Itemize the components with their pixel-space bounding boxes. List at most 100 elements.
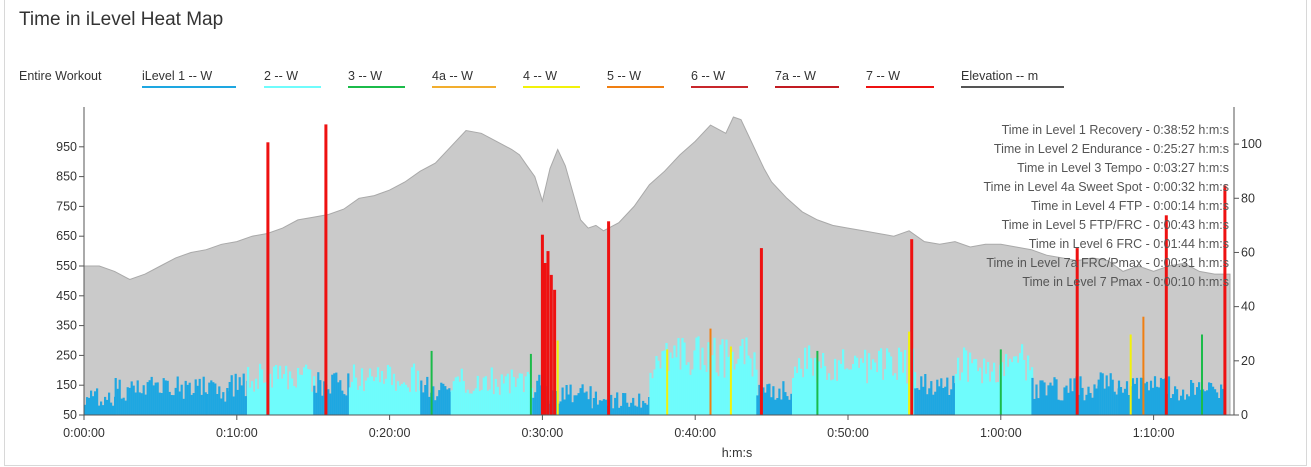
power-spike [556, 340, 559, 415]
power-bar [1131, 378, 1135, 415]
power-bar [1085, 394, 1088, 415]
power-bar [140, 393, 143, 415]
power-bar [655, 356, 658, 415]
power-spike [607, 221, 611, 415]
power-bar [224, 401, 227, 415]
power-bar [1188, 396, 1191, 415]
power-bar [918, 389, 921, 415]
power-bar [886, 348, 889, 415]
power-bar [317, 372, 320, 415]
power-bar [1031, 377, 1034, 415]
power-segment [756, 381, 793, 415]
power-bar [132, 385, 135, 415]
power-bar [936, 379, 939, 415]
power-bar [567, 394, 570, 415]
power-bar [522, 392, 525, 415]
power-bar [965, 350, 968, 415]
legend-item-9[interactable]: Elevation -- m [961, 69, 1064, 88]
power-bar [1049, 382, 1052, 415]
power-bar [993, 362, 996, 415]
power-bar [114, 378, 117, 415]
power-segment [348, 363, 422, 415]
power-bar [238, 377, 241, 415]
power-bar [190, 394, 193, 415]
legend-color-bar [432, 86, 496, 88]
power-bar [957, 357, 960, 415]
legend-item-2[interactable]: 3 -- W [348, 69, 405, 88]
power-bar [1111, 379, 1114, 415]
power-bar [997, 382, 1000, 415]
power-bar [1151, 387, 1155, 415]
legend-item-7[interactable]: 7a -- W [775, 69, 839, 88]
power-bar [323, 381, 326, 415]
power-bar [826, 379, 829, 415]
power-bar [946, 377, 949, 415]
legend-item-4[interactable]: 4 -- W [523, 69, 580, 88]
power-bar [510, 369, 513, 415]
power-bar [247, 367, 250, 415]
power-bar [872, 359, 875, 415]
power-spike [1142, 316, 1145, 415]
power-bar [259, 363, 262, 415]
power-bar [458, 381, 461, 415]
power-bar [1041, 380, 1044, 415]
x-tick-label: 0:10:00 [216, 426, 258, 440]
power-bar [870, 369, 873, 415]
power-bar [894, 373, 897, 415]
legend-item-3[interactable]: 4a -- W [432, 69, 496, 88]
power-bar [406, 387, 410, 415]
power-bar [386, 365, 390, 415]
power-bar [1069, 378, 1072, 415]
power-bar [896, 379, 899, 415]
power-bar [1139, 377, 1143, 415]
power-bar [866, 383, 869, 415]
power-bar [536, 380, 539, 415]
power-bar [454, 377, 457, 415]
x-tick-label: 0:20:00 [369, 426, 411, 440]
power-bar [1079, 376, 1082, 415]
power-bar [194, 379, 197, 415]
power-spike [1164, 215, 1168, 415]
legend-item-1[interactable]: 2 -- W [264, 69, 321, 88]
power-bar [950, 389, 953, 415]
power-bar [926, 394, 929, 415]
power-bar [476, 375, 479, 415]
power-bar [84, 404, 87, 415]
power-bar [904, 350, 907, 415]
power-bar [844, 369, 847, 415]
power-spike [1075, 248, 1079, 415]
legend-item-5[interactable]: 5 -- W [607, 69, 664, 88]
power-bar [1019, 353, 1022, 415]
power-bar [955, 374, 958, 415]
power-bar [598, 400, 601, 415]
power-bar [520, 373, 523, 415]
power-bar [770, 397, 773, 415]
power-bar [878, 350, 881, 415]
power-bar [626, 402, 629, 415]
power-bar [565, 385, 568, 415]
power-bar [228, 382, 231, 415]
power-bar [790, 393, 793, 415]
power-bar [261, 369, 264, 415]
power-bar [751, 376, 754, 415]
legend-item-6[interactable]: 6 -- W [691, 69, 748, 88]
power-bar [1208, 382, 1211, 415]
power-bar [156, 382, 159, 415]
power-bar [100, 401, 103, 415]
power-spike [266, 142, 270, 416]
power-bar [120, 398, 123, 415]
power-bar [644, 403, 647, 415]
legend-item-8[interactable]: 7 -- W [866, 69, 934, 88]
power-bar [685, 364, 688, 415]
power-bar [1063, 387, 1066, 415]
power-bar [1145, 381, 1149, 415]
power-bar [96, 388, 99, 415]
power-bar [1087, 386, 1090, 415]
power-bar [959, 380, 962, 415]
power-bar [1159, 377, 1163, 415]
legend-item-0[interactable]: iLevel 1 -- W [142, 69, 236, 88]
power-bar [350, 381, 354, 415]
power-bar [92, 396, 95, 415]
legend-entire-workout[interactable]: Entire Workout [19, 69, 102, 83]
power-bar [218, 386, 221, 415]
